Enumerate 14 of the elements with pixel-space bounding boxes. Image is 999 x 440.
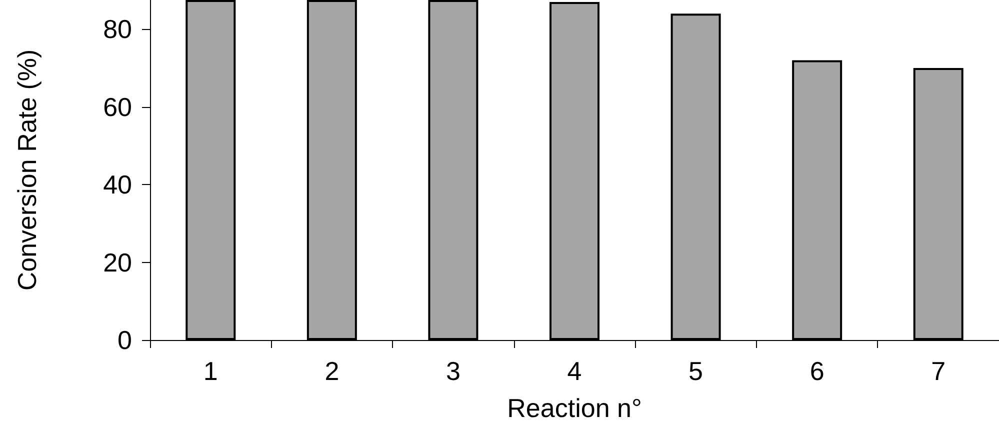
y-tick-label: 0 [118,325,132,355]
x-axis-title: Reaction n° [507,393,642,423]
x-tick-label: 4 [567,356,582,386]
x-tick-label: 7 [931,356,946,386]
x-tick-label: 6 [810,356,824,386]
y-tick-label: 20 [103,247,132,278]
y-tick-label: 60 [103,92,132,122]
x-tick-label: 1 [203,356,218,386]
y-tick-label: 40 [103,170,132,200]
y-axis-title: Conversion Rate (%) [12,49,42,291]
x-tick-label: 3 [446,356,460,386]
x-tick-label: 5 [688,356,704,386]
x-tick-label: 2 [324,356,340,386]
y-tick-label: 80 [103,14,132,44]
